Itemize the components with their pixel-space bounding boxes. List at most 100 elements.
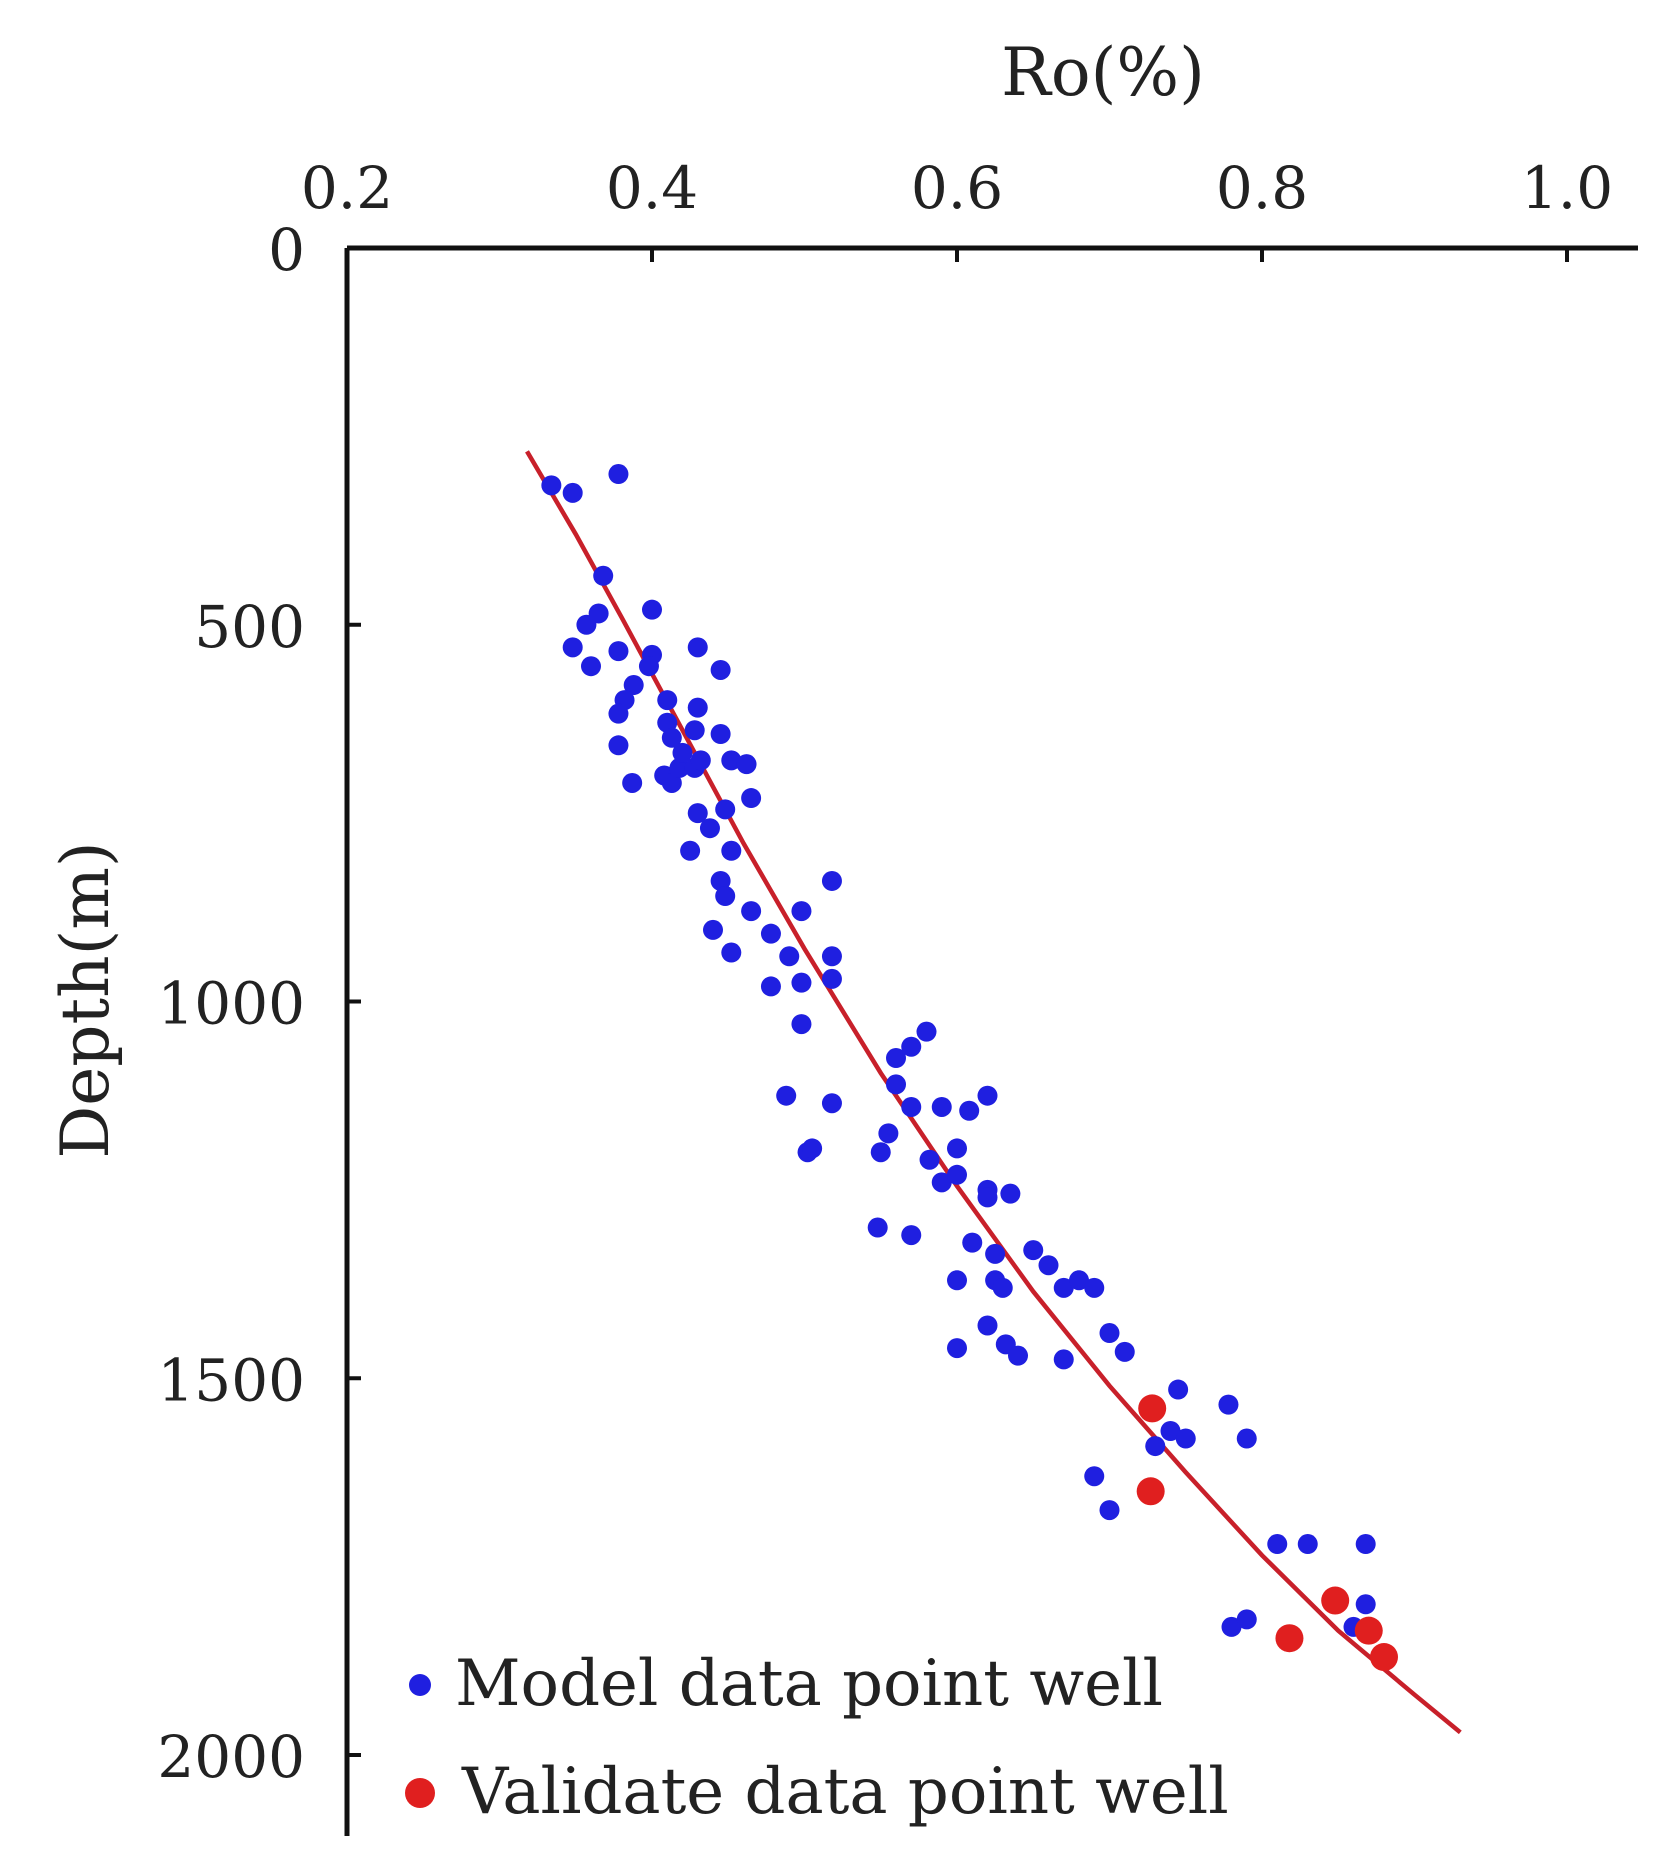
model-data-point [622,772,643,793]
y-tick-label: 1000 [157,970,305,1038]
model-data-point [684,720,705,741]
model-data-point [947,1138,967,1159]
model-data-point [760,976,781,997]
model-data-point [715,886,736,907]
model-data-point [1099,1323,1120,1344]
x-tick-label: 0.2 [301,154,393,222]
x-axis-ticks: 0.2 0.4 0.6 0.8 1.0 [301,154,1613,262]
model-data-point [736,754,757,775]
model-data-point [715,799,736,820]
model-data-point [1267,1534,1288,1555]
validate-data-point [1321,1586,1350,1615]
model-data-point [1084,1466,1105,1487]
model-data-point [1069,1270,1089,1291]
y-tick-label: 1500 [157,1346,305,1414]
model-data-point [779,946,800,967]
model-data-point [1000,1183,1021,1204]
model-data-point [867,1217,888,1238]
model-data-point [886,1048,906,1069]
model-data-point [1084,1277,1105,1298]
model-data-point [576,614,597,635]
x-tick-label: 1.0 [1521,154,1613,222]
model-data-point [791,972,812,993]
model-data-point [608,464,629,485]
model-data-point [608,703,629,724]
model-data-point [1145,1436,1166,1457]
model-data-point [1218,1394,1239,1415]
model-data-point [741,901,762,922]
model-data-point [959,1100,980,1121]
model-data-point [721,942,742,963]
model-data-point [593,565,614,586]
model-data-point [562,482,583,503]
model-data-point [741,788,762,809]
plot-area: 0.2 0.4 0.6 0.8 1.0 0 500 1000 1500 2000 [157,154,1638,1836]
model-data-point [608,735,629,756]
model-data-point [821,946,842,967]
model-data-point [992,1277,1013,1298]
model-data-point [642,599,662,620]
x-tick-label: 0.8 [1216,154,1308,222]
model-data-point [562,637,583,658]
model-data-point [985,1243,1006,1264]
legend-label-model: Model data point well [455,1647,1163,1721]
model-data-point [1168,1379,1189,1400]
model-data-point [699,818,720,839]
x-tick-label: 0.4 [606,154,698,222]
model-data-point [703,919,723,940]
model-data-point [687,697,708,718]
model-data-point [1355,1594,1376,1615]
model-data-point [791,1014,812,1035]
model-data-point [721,840,742,861]
model-data-point [901,1036,922,1057]
model-data-point [638,656,659,677]
model-data-point [1160,1420,1181,1441]
model-data-point [721,750,742,771]
model-data-point [687,803,708,824]
model-data-point [760,923,781,944]
model-data-point [623,675,644,696]
validate-data-point [1138,1394,1167,1423]
model-data-point [901,1225,922,1246]
model-data-point [710,870,731,891]
model-data-point [1175,1428,1196,1449]
model-data-point [977,1315,998,1336]
model-data-point [661,772,682,793]
model-data-point [1114,1341,1135,1362]
model-data-point [1008,1345,1028,1366]
model-data-point [657,690,678,711]
x-axis-title: Ro(%) [1001,34,1205,111]
legend: Model data point well Validate data poin… [405,1647,1229,1829]
model-data-point [687,637,708,658]
legend-marker-validate [405,1778,435,1808]
model-data-point [919,1149,940,1170]
model-data-point [1038,1255,1059,1276]
model-data-point [931,1172,952,1193]
model-data-point [608,641,629,662]
model-data-point [710,724,731,745]
trend-curve [525,450,1462,1735]
model-data-point [1297,1534,1318,1555]
model-data-point [1023,1240,1044,1261]
model-data-point [821,1093,842,1114]
model-data-point [962,1232,983,1253]
model-data-point [901,1096,922,1117]
model-data-point [886,1074,906,1095]
model-data-point [791,901,812,922]
model-data-point [581,656,601,677]
validate-data-point [1136,1477,1165,1506]
y-tick-label: 500 [194,593,305,661]
model-data-point [821,870,842,891]
legend-label-validate: Validate data point well [461,1755,1229,1829]
model-data-point [657,712,678,733]
model-data-point [690,750,711,771]
validate-data-point [1275,1624,1304,1653]
model-data-point [977,1187,998,1208]
model-data-point [1221,1616,1242,1637]
model-data-point [669,757,690,778]
model-data-point [1236,1609,1257,1630]
model-data-point [916,1021,937,1042]
model-data-point [541,475,562,496]
model-data-point [672,742,693,763]
